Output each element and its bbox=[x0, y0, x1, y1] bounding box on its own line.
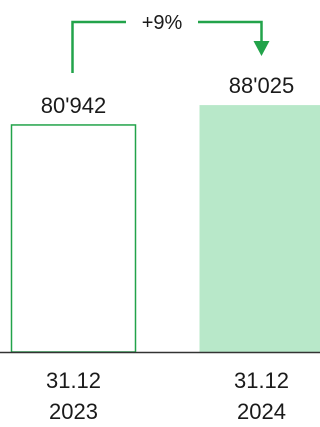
bar-0 bbox=[10, 124, 137, 353]
change-arrow: +9% bbox=[71, 12, 270, 73]
change-percent-label: +9% bbox=[142, 12, 183, 34]
change-arrow-left-line bbox=[71, 20, 126, 73]
bars-layer bbox=[10, 105, 320, 353]
bar-1 bbox=[199, 105, 320, 352]
change-arrow-right-line bbox=[198, 20, 263, 43]
bar-value-label-1: 88'025 bbox=[229, 73, 294, 98]
category-label-0-0: 31.12 bbox=[46, 368, 101, 393]
labels-layer: 80'942 31.12 2023 88'025 31.12 2024 bbox=[41, 73, 294, 424]
bar-value-label-0: 80'942 bbox=[41, 93, 106, 118]
change-arrowhead bbox=[253, 41, 270, 56]
category-label-1-0: 31.12 bbox=[234, 368, 289, 393]
category-label-1-1: 2024 bbox=[237, 399, 286, 424]
category-label-0-1: 2023 bbox=[49, 399, 98, 424]
